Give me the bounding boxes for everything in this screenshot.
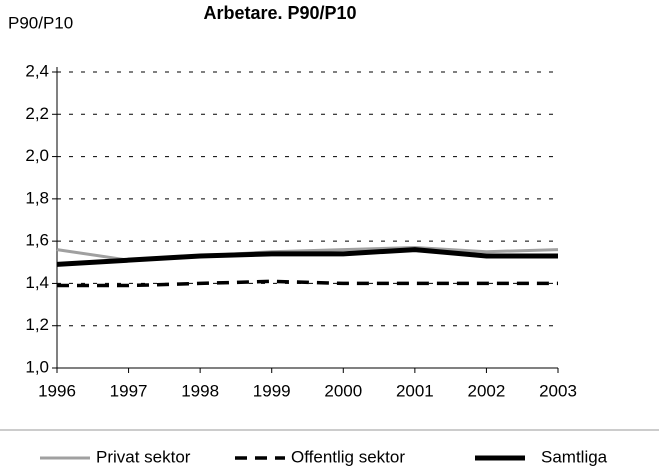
legend-label: Offentlig sektor bbox=[291, 447, 405, 466]
y-tick-label: 1,8 bbox=[25, 188, 49, 207]
y-tick-label: 1,6 bbox=[25, 231, 49, 250]
x-tick-label: 2000 bbox=[324, 381, 362, 400]
y-tick-label: 2,0 bbox=[25, 146, 49, 165]
x-tick-label: 1997 bbox=[110, 381, 148, 400]
x-tick-label: 2003 bbox=[539, 381, 577, 400]
x-tick-label: 1998 bbox=[181, 381, 219, 400]
y-tick-label: 1,4 bbox=[25, 273, 49, 292]
y-tick-label: 1,2 bbox=[25, 315, 49, 334]
y-tick-label: 2,4 bbox=[25, 61, 49, 80]
legend-label: Privat sektor bbox=[96, 447, 191, 466]
legend-label: Samtliga bbox=[541, 447, 608, 466]
x-tick-label: 1996 bbox=[38, 381, 76, 400]
x-tick-label: 2001 bbox=[396, 381, 434, 400]
x-tick-label: 1999 bbox=[253, 381, 291, 400]
series-line bbox=[56, 247, 558, 267]
x-tick-label: 2002 bbox=[468, 381, 506, 400]
y-axis-label: P90/P10 bbox=[8, 13, 73, 32]
y-tick-label: 1,0 bbox=[25, 357, 49, 376]
chart-title: Arbetare. P90/P10 bbox=[203, 3, 356, 23]
y-tick-label: 2,2 bbox=[25, 104, 49, 123]
series-line bbox=[57, 279, 558, 288]
